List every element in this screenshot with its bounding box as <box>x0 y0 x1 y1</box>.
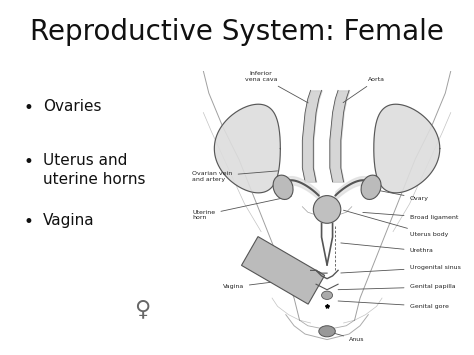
Text: Ovarian vein
and artery: Ovarian vein and artery <box>192 171 278 182</box>
Text: Inferior
vena cava: Inferior vena cava <box>245 71 308 103</box>
Ellipse shape <box>361 175 381 200</box>
Text: •: • <box>24 213 34 231</box>
Text: Urethra: Urethra <box>341 243 433 253</box>
Text: Vagina: Vagina <box>43 213 94 228</box>
Text: Uterine
horn: Uterine horn <box>192 196 292 220</box>
Text: Broad ligament: Broad ligament <box>363 212 458 220</box>
Text: •: • <box>24 153 34 171</box>
Text: Vagina: Vagina <box>223 282 275 289</box>
Ellipse shape <box>273 175 293 200</box>
Text: Reproductive System: Female: Reproductive System: Female <box>30 18 444 46</box>
Text: ♀: ♀ <box>134 300 150 320</box>
Text: Uterus body: Uterus body <box>344 210 448 237</box>
Polygon shape <box>241 236 325 304</box>
Text: Genital gore: Genital gore <box>338 301 448 309</box>
Polygon shape <box>374 104 440 193</box>
Text: Urogenital sinus: Urogenital sinus <box>341 265 460 273</box>
Text: Anus: Anus <box>330 332 365 342</box>
Ellipse shape <box>313 196 341 223</box>
Text: Genital papilla: Genital papilla <box>338 284 455 290</box>
Text: Ovary: Ovary <box>379 191 428 201</box>
Polygon shape <box>214 104 280 193</box>
Ellipse shape <box>319 326 335 337</box>
Ellipse shape <box>321 291 333 300</box>
Text: Uterus and
uterine horns: Uterus and uterine horns <box>43 153 145 187</box>
Text: Ovaries: Ovaries <box>43 99 101 114</box>
Text: Aorta: Aorta <box>343 77 385 103</box>
Text: •: • <box>24 99 34 118</box>
